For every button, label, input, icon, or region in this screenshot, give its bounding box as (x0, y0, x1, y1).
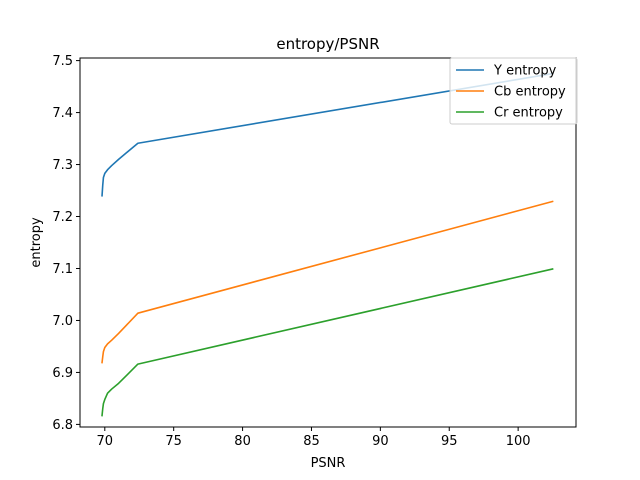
legend-label: Cr entropy (494, 106, 563, 121)
legend: Y entropy Cb entropy Cr entropy (449, 57, 578, 125)
legend-label: Y entropy (493, 64, 557, 79)
y-tick-label: 7.3 (52, 158, 73, 173)
x-axis-label: PSNR (311, 456, 346, 471)
x-axis: 70 75 80 85 90 95 100 (97, 427, 531, 449)
y-tick-label: 7.4 (52, 106, 73, 121)
legend-label: Cb entropy (494, 85, 566, 100)
y-axis-label: entropy (29, 217, 44, 268)
y-tick-label: 7.2 (52, 210, 73, 225)
x-tick-label: 85 (303, 434, 320, 449)
x-tick-label: 75 (165, 434, 182, 449)
x-tick-label: 70 (97, 434, 114, 449)
x-tick-label: 80 (234, 434, 251, 449)
y-tick-label: 7.0 (52, 314, 73, 329)
axes-frame (79, 57, 577, 428)
chart-title: entropy/PSNR (276, 35, 379, 53)
series-line-y-entropy (101, 72, 554, 197)
y-tick-label: 6.8 (52, 418, 73, 433)
x-tick-label: 95 (441, 434, 458, 449)
y-tick-label: 7.1 (52, 262, 73, 277)
legend-box (449, 57, 578, 125)
x-tick-label: 100 (506, 434, 531, 449)
y-tick-label: 6.9 (52, 366, 73, 381)
series-line-cb-entropy (101, 200, 554, 364)
x-tick-label: 90 (372, 434, 389, 449)
y-axis: 6.8 6.9 7.0 7.1 7.2 7.3 7.4 7.5 (52, 54, 80, 433)
series-line-cr-entropy (101, 268, 554, 417)
y-tick-label: 7.5 (52, 54, 73, 69)
series-layer (101, 72, 554, 417)
